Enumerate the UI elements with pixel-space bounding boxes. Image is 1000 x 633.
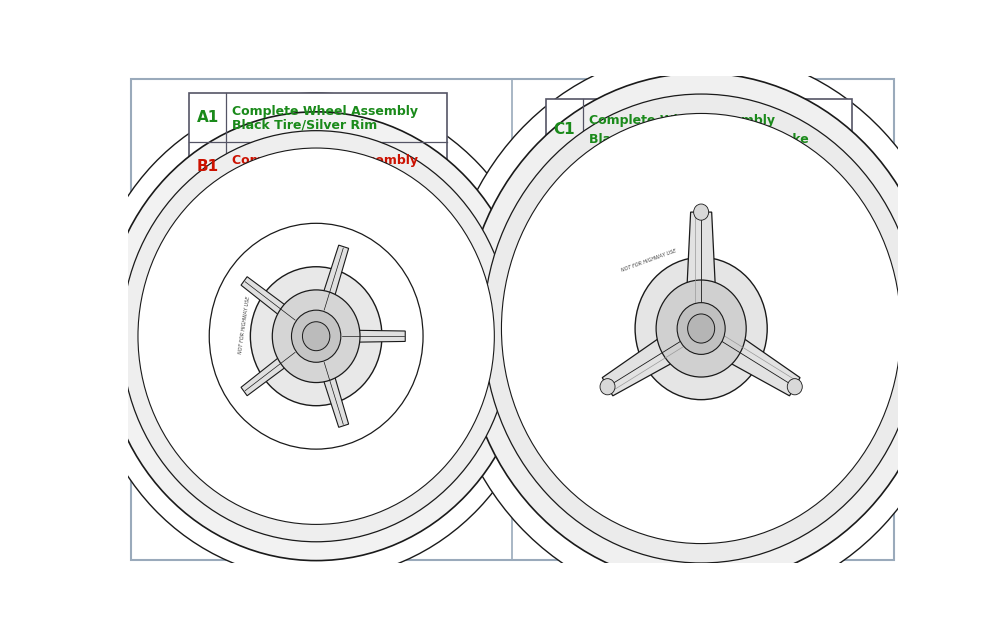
Ellipse shape bbox=[291, 310, 341, 362]
Ellipse shape bbox=[787, 379, 802, 395]
Text: A1: A1 bbox=[196, 110, 219, 125]
Ellipse shape bbox=[250, 266, 382, 406]
Polygon shape bbox=[341, 330, 405, 342]
Ellipse shape bbox=[688, 314, 715, 343]
Text: Black Tire/Silver Rim: Black Tire/Silver Rim bbox=[232, 118, 377, 132]
Ellipse shape bbox=[483, 94, 919, 563]
Ellipse shape bbox=[656, 280, 746, 377]
Ellipse shape bbox=[551, 167, 851, 490]
Ellipse shape bbox=[86, 93, 546, 579]
Polygon shape bbox=[241, 346, 300, 396]
Ellipse shape bbox=[138, 148, 494, 524]
Ellipse shape bbox=[677, 303, 725, 354]
Ellipse shape bbox=[694, 204, 709, 220]
Text: NOT FOR HIGHWAY USE: NOT FOR HIGHWAY USE bbox=[238, 296, 251, 354]
Polygon shape bbox=[241, 277, 300, 326]
Ellipse shape bbox=[272, 290, 360, 382]
Ellipse shape bbox=[443, 51, 959, 606]
Text: Complete Wheel Assembly: Complete Wheel Assembly bbox=[589, 114, 775, 127]
Ellipse shape bbox=[464, 73, 938, 584]
Polygon shape bbox=[713, 328, 800, 396]
Polygon shape bbox=[678, 299, 725, 343]
Ellipse shape bbox=[302, 322, 330, 351]
Ellipse shape bbox=[635, 258, 767, 399]
Polygon shape bbox=[318, 245, 349, 313]
Bar bbox=[189, 93, 447, 191]
Text: NOT FOR HIGHWAY USE: NOT FOR HIGHWAY USE bbox=[620, 248, 677, 273]
Text: B1: B1 bbox=[197, 160, 219, 174]
Polygon shape bbox=[602, 328, 689, 396]
Ellipse shape bbox=[501, 113, 901, 544]
Text: Complete Wheel Assembly: Complete Wheel Assembly bbox=[232, 154, 418, 167]
Text: Black Tire/Silver Rim, Tri-Spoke: Black Tire/Silver Rim, Tri-Spoke bbox=[589, 132, 808, 146]
Ellipse shape bbox=[104, 112, 529, 561]
Ellipse shape bbox=[209, 223, 423, 449]
Text: C1: C1 bbox=[553, 122, 575, 137]
Text: Gray Tire/Silver Rim: Gray Tire/Silver Rim bbox=[232, 168, 372, 180]
Ellipse shape bbox=[179, 191, 453, 481]
Text: Complete Wheel Assembly: Complete Wheel Assembly bbox=[232, 105, 418, 118]
Ellipse shape bbox=[600, 379, 615, 395]
Ellipse shape bbox=[122, 130, 511, 542]
Bar bbox=[546, 99, 852, 161]
Polygon shape bbox=[686, 212, 716, 304]
Polygon shape bbox=[318, 359, 349, 427]
